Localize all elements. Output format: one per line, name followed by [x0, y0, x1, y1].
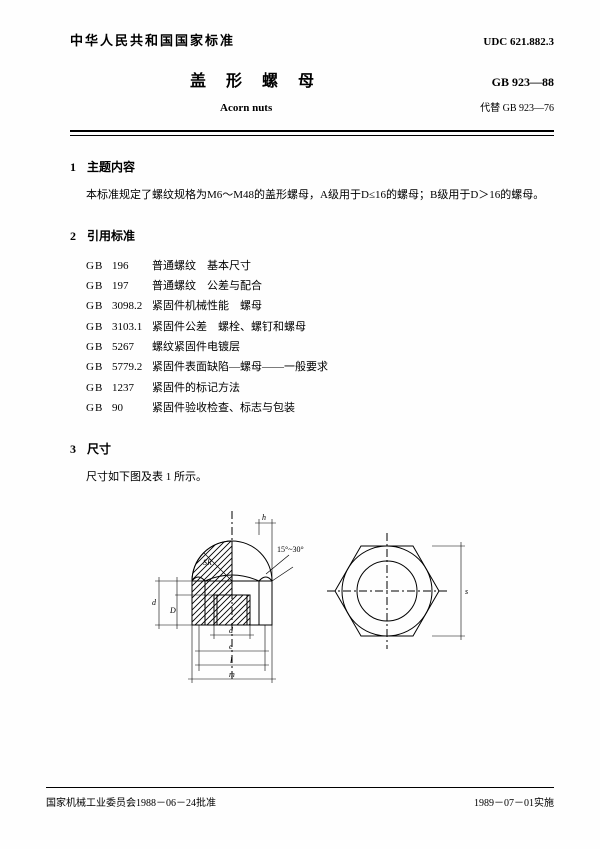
- doc-title-en: Acorn nuts: [220, 102, 272, 114]
- reference-list: GB196普通螺纹 基本尺寸GB197普通螺纹 公差与配合GB3098.2紧固件…: [86, 256, 554, 419]
- standard-org: 中华人民共和国国家标准: [70, 30, 235, 49]
- ref-title: 紧固件验收检查、标志与包装: [152, 402, 295, 414]
- ref-title: 紧固件机械性能 螺母: [152, 300, 262, 312]
- ref-code: GB: [86, 296, 112, 316]
- dim-sr: SR: [203, 558, 212, 567]
- section-3-heading: 3 尺寸: [70, 440, 554, 457]
- dim-D: D: [169, 606, 176, 615]
- udc-code: UDC 621.882.3: [483, 36, 554, 48]
- technical-diagram: 15°~30° h SR d D: [132, 501, 492, 696]
- replaces-code: 代替 GB 923—76: [480, 99, 554, 114]
- ref-num: 1237: [112, 378, 152, 398]
- ref-code: GB: [86, 337, 112, 357]
- standard-code: GB 923—88: [492, 75, 554, 90]
- reference-row: GB196普通螺纹 基本尺寸: [86, 256, 554, 276]
- reference-row: GB90紧固件验收检查、标志与包装: [86, 398, 554, 418]
- header-rule-thin: [70, 135, 554, 136]
- dim-m: m: [229, 670, 235, 679]
- ref-num: 5779.2: [112, 357, 152, 377]
- ref-code: GB: [86, 378, 112, 398]
- ref-title: 普通螺纹 公差与配合: [152, 280, 262, 292]
- ref-code: GB: [86, 357, 112, 377]
- ref-title: 紧固件表面缺陷—螺母——一般要求: [152, 361, 328, 373]
- ref-title: 普通螺纹 基本尺寸: [152, 260, 251, 272]
- angle-label: 15°~30°: [277, 545, 304, 554]
- dim-l: l: [230, 656, 233, 665]
- ref-num: 197: [112, 276, 152, 296]
- dim-s: s: [465, 587, 468, 596]
- ref-code: GB: [86, 276, 112, 296]
- reference-row: GB5779.2紧固件表面缺陷—螺母——一般要求: [86, 357, 554, 377]
- ref-num: 3098.2: [112, 296, 152, 316]
- section-3-title: 尺寸: [87, 442, 111, 456]
- footer-rule: [46, 787, 554, 788]
- reference-row: GB3098.2紧固件机械性能 螺母: [86, 296, 554, 316]
- ref-num: 90: [112, 398, 152, 418]
- reference-row: GB197普通螺纹 公差与配合: [86, 276, 554, 296]
- ref-code: GB: [86, 317, 112, 337]
- doc-title: 盖 形 螺 母: [190, 67, 322, 91]
- ref-title: 紧固件公差 螺栓、螺钉和螺母: [152, 321, 306, 333]
- dim-dw: d: [229, 626, 234, 635]
- section-2-title: 引用标准: [87, 229, 135, 243]
- approval-text: 国家机械工业委员会1988－06－24批准: [46, 794, 216, 809]
- section-3-num: 3: [70, 442, 84, 457]
- section-2-num: 2: [70, 229, 84, 244]
- dim-e: e: [229, 642, 233, 651]
- ref-code: GB: [86, 398, 112, 418]
- section-1-body: 本标准规定了螺纹规格为M6～M48的盖形螺母，A级用于D≤16的螺母；B级用于D…: [86, 187, 554, 205]
- ref-title: 紧固件的标记方法: [152, 382, 240, 394]
- ref-num: 196: [112, 256, 152, 276]
- section-2-heading: 2 引用标准: [70, 227, 554, 244]
- reference-row: GB5267螺纹紧固件电镀层: [86, 337, 554, 357]
- dim-dk: d: [152, 598, 157, 607]
- section-3-body: 尺寸如下图及表 1 所示。: [86, 469, 554, 487]
- ref-code: GB: [86, 256, 112, 276]
- dim-h: h: [262, 513, 266, 522]
- section-1-heading: 1 主题内容: [70, 158, 554, 175]
- header-rule-thick: [70, 130, 554, 132]
- ref-num: 3103.1: [112, 317, 152, 337]
- reference-row: GB1237紧固件的标记方法: [86, 378, 554, 398]
- ref-title: 螺纹紧固件电镀层: [152, 341, 240, 353]
- reference-row: GB3103.1紧固件公差 螺栓、螺钉和螺母: [86, 317, 554, 337]
- ref-num: 5267: [112, 337, 152, 357]
- section-1-num: 1: [70, 160, 84, 175]
- effective-text: 1989－07－01实施: [474, 794, 554, 809]
- section-1-title: 主题内容: [87, 160, 135, 174]
